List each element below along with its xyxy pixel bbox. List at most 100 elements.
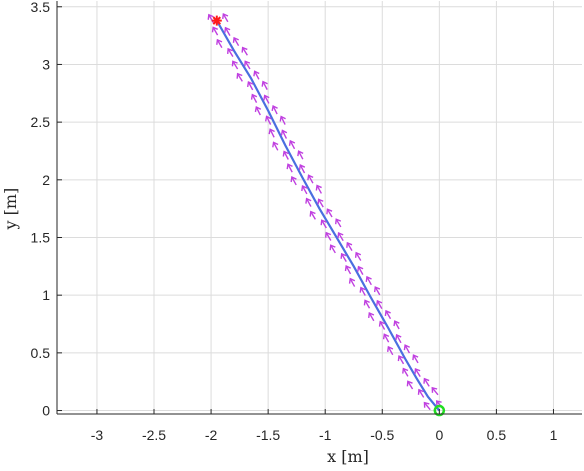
goal-marker-stroke: [212, 16, 221, 25]
arrow-shaft: [407, 380, 414, 390]
arrow-shaft: [244, 60, 251, 70]
arrow-head: [348, 277, 356, 284]
arrow-head: [329, 244, 336, 251]
field-arrow: [280, 129, 288, 139]
arrow-head: [317, 198, 324, 205]
arrow-shaft: [310, 211, 316, 220]
field-arrow: [423, 401, 431, 411]
y-tick-label: 2: [42, 172, 50, 188]
x-tick-label: -2.5: [142, 427, 166, 443]
arrow-head: [268, 128, 275, 135]
arrow-shaft: [394, 320, 400, 330]
arrow-head: [305, 197, 312, 204]
arrow-shaft: [402, 368, 409, 377]
field-arrow: [384, 309, 392, 320]
arrow-shaft: [233, 37, 240, 47]
arrow-head: [373, 286, 381, 293]
x-tick-label: 0: [435, 427, 443, 443]
arrow-shaft: [341, 253, 347, 262]
field-arrow: [348, 277, 356, 287]
arrow-shaft: [272, 142, 279, 151]
arrow-head: [417, 388, 424, 395]
arrow-head: [376, 299, 383, 306]
arrow-shaft: [307, 174, 314, 184]
arrow-shaft: [255, 106, 261, 116]
arrow-head: [397, 355, 404, 362]
arrow-head: [250, 93, 258, 100]
field-arrow: [211, 26, 219, 36]
field-arrow: [395, 333, 402, 344]
arrow-head: [207, 13, 214, 20]
arrow-head: [363, 299, 370, 306]
field-arrow: [378, 320, 386, 330]
field-arrow: [376, 299, 383, 310]
arrow-head: [290, 176, 297, 183]
field-arrow: [363, 299, 371, 309]
field-arrow: [236, 72, 243, 82]
field-arrow: [290, 176, 297, 186]
x-tick-label: -0.5: [370, 427, 394, 443]
arrow-shaft: [364, 300, 371, 309]
arrow-head: [403, 344, 410, 351]
arrow-shaft: [283, 151, 289, 160]
field-arrow: [359, 286, 366, 296]
field-arrow: [307, 174, 314, 184]
arrow-shaft: [412, 354, 419, 364]
field-arrow: [286, 163, 293, 173]
arrow-head: [271, 104, 278, 112]
arrow-shaft: [349, 278, 356, 287]
field-arrow: [297, 150, 304, 160]
arrow-head: [340, 252, 347, 259]
arrow-shaft: [431, 387, 439, 396]
field-arrow: [368, 311, 375, 322]
arrow-head: [307, 174, 314, 181]
field-arrow: [288, 139, 296, 150]
arrow-shaft: [212, 26, 219, 36]
arrow-shaft: [232, 60, 239, 70]
field-arrow: [254, 105, 262, 116]
arrow-shaft: [262, 81, 268, 90]
field-arrow: [402, 367, 409, 377]
arrow-head: [395, 333, 402, 340]
field-arrow: [334, 218, 342, 228]
arrow-shaft: [374, 286, 381, 296]
arrow-head: [378, 320, 386, 327]
arrow-head: [282, 150, 289, 157]
arrow-head: [431, 386, 438, 393]
field-arrow: [346, 241, 353, 251]
arrow-head: [298, 164, 306, 171]
arrow-head: [412, 354, 419, 361]
arrow-shaft: [376, 300, 383, 310]
arrow-shaft: [360, 287, 366, 296]
grid: [57, 1, 582, 414]
field-arrow: [279, 115, 286, 125]
field-arrow: [224, 26, 231, 36]
arrow-head: [368, 311, 375, 319]
arrow-head: [280, 129, 288, 136]
field-arrow: [264, 115, 272, 125]
arrow-head: [435, 400, 442, 407]
arrow-shaft: [423, 378, 430, 387]
x-tick-label: -1.5: [256, 427, 280, 443]
field-arrow: [406, 380, 414, 390]
arrow-shaft: [264, 95, 270, 104]
arrow-shaft: [242, 47, 248, 56]
arrow-head: [241, 46, 248, 53]
field-arrow: [309, 210, 316, 220]
arrow-shaft: [325, 232, 332, 241]
field-arrow: [263, 94, 270, 104]
arrow-head: [244, 60, 251, 67]
arrow-shaft: [269, 128, 275, 138]
x-tick-label: 0.5: [487, 427, 507, 443]
arrow-shaft: [383, 333, 390, 343]
arrow-shaft: [404, 344, 411, 354]
arrow-shaft: [254, 70, 260, 80]
arrow-shaft: [418, 389, 425, 398]
arrow-shaft: [337, 232, 344, 242]
field-arrow: [315, 184, 323, 194]
field-arrow: [241, 46, 248, 56]
arrow-shaft: [298, 150, 304, 160]
arrow-shaft: [379, 321, 386, 330]
arrow-head: [423, 377, 430, 384]
